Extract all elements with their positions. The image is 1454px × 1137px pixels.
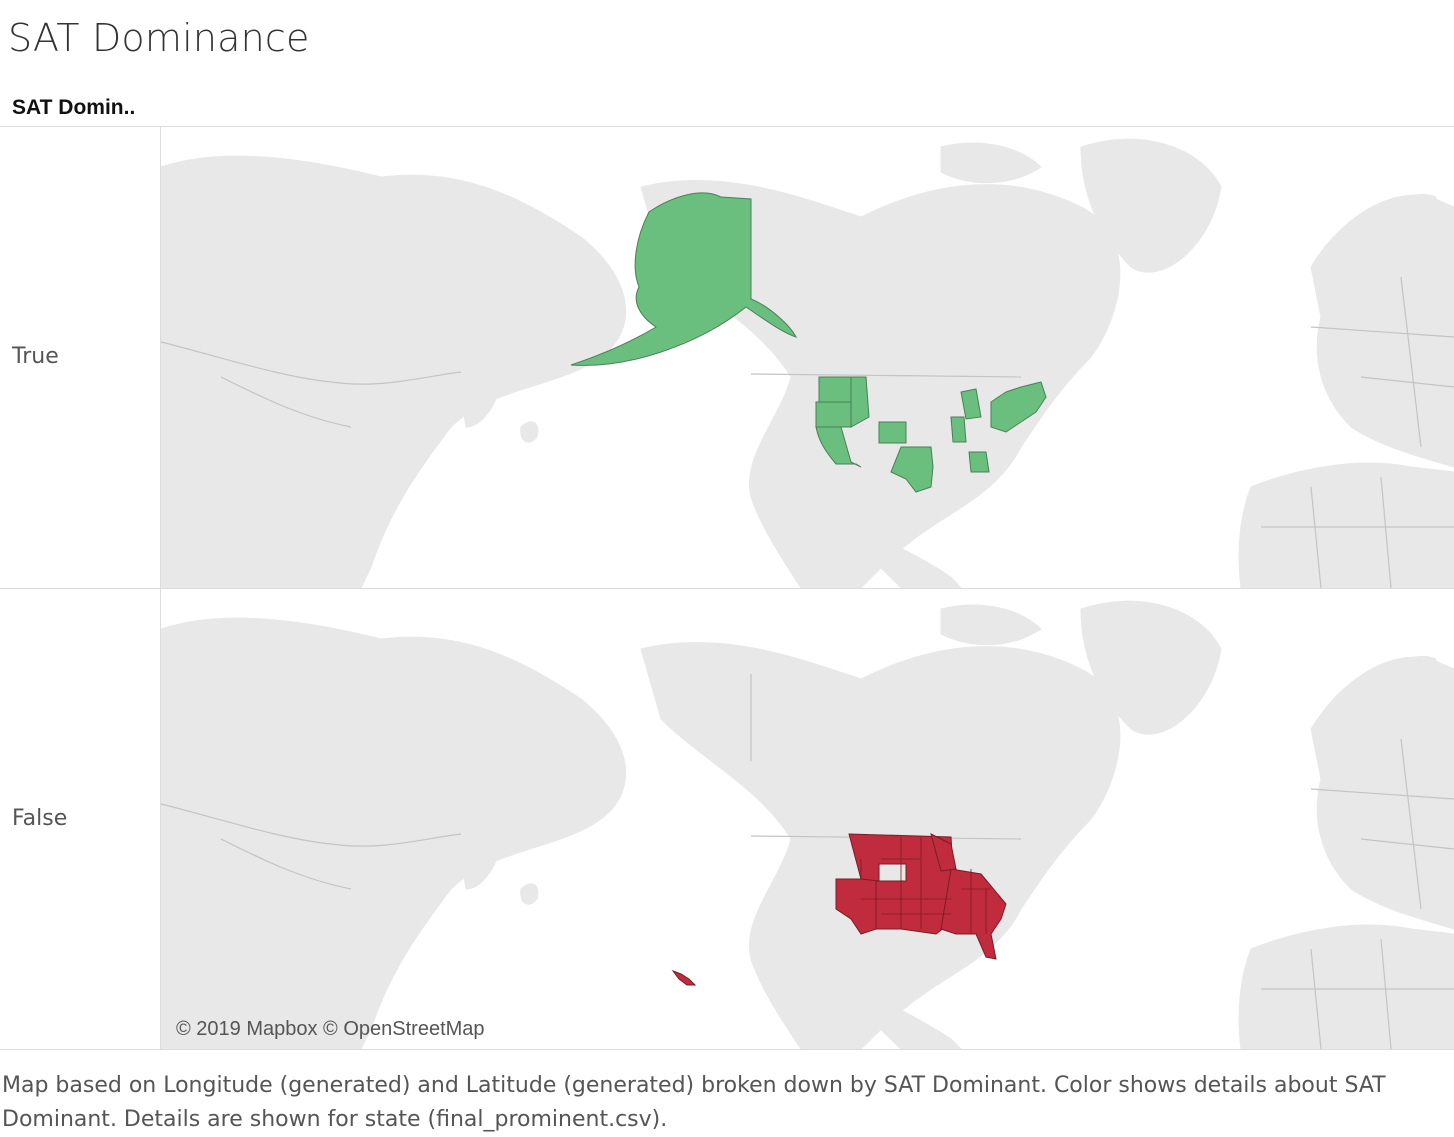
page-title: SAT Dominance — [8, 16, 310, 60]
basemap-land — [161, 600, 1454, 1049]
map-caption: Map based on Longitude (generated) and L… — [2, 1073, 1386, 1132]
state-shape-texas[interactable] — [890, 446, 934, 493]
state-shape-michigan[interactable] — [960, 388, 982, 420]
map-pane-false[interactable] — [161, 589, 1454, 1049]
row-divider — [0, 588, 1454, 589]
state-shape-california[interactable] — [815, 426, 862, 468]
state-shape-illinois[interactable] — [950, 416, 967, 443]
state-shape-northeast[interactable] — [990, 381, 1047, 433]
bottom-divider — [0, 1049, 1454, 1050]
map-false — [161, 600, 1454, 1049]
row-label-true[interactable]: True — [12, 344, 59, 369]
map-true — [161, 138, 1454, 588]
state-shape-georgia[interactable] — [968, 451, 990, 473]
state-shape-idaho[interactable] — [850, 376, 870, 428]
row-header-label[interactable]: SAT Domin.. — [12, 96, 136, 119]
label-column-divider — [160, 126, 161, 1050]
state-shapes-false[interactable] — [671, 833, 1007, 986]
state-borders — [860, 837, 991, 934]
row-label-false[interactable]: False — [12, 806, 68, 831]
state-shape-hawaii[interactable] — [671, 969, 697, 986]
state-shape-oregon[interactable] — [815, 401, 852, 428]
state-shape-southeast[interactable] — [940, 868, 1007, 960]
map-attribution[interactable]: © 2019 Mapbox © OpenStreetMap — [176, 1018, 485, 1040]
state-shape-wisconsin[interactable] — [930, 833, 957, 872]
state-shape-washington[interactable] — [818, 376, 852, 403]
state-shapes-true[interactable] — [815, 376, 1047, 493]
state-shape-colorado[interactable] — [878, 421, 907, 444]
map-pane-true[interactable] — [161, 127, 1454, 588]
country-borders — [161, 276, 1454, 588]
state-shape-alaska[interactable] — [570, 192, 797, 366]
header-divider — [0, 126, 1454, 127]
basemap-land — [161, 138, 1454, 588]
country-borders — [161, 674, 1454, 1049]
